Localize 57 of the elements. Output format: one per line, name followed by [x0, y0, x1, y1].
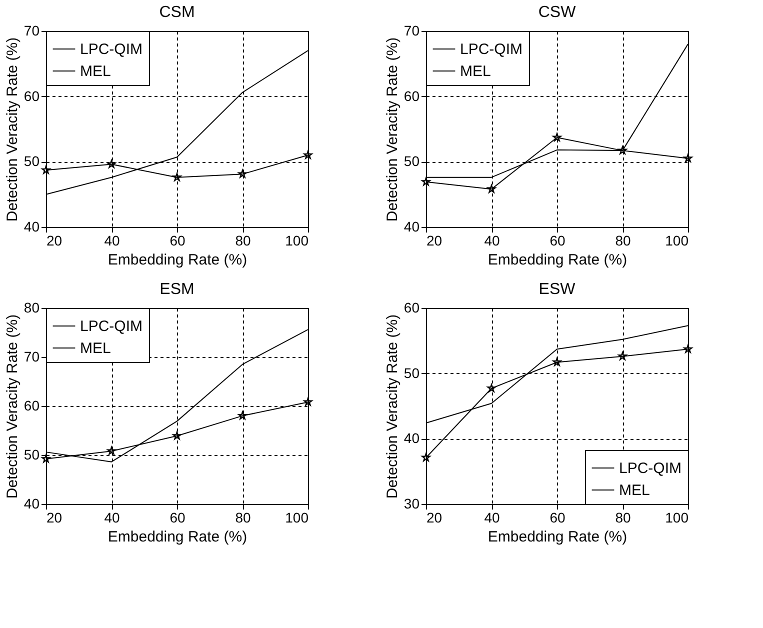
x-tick-label: 40 [104, 232, 120, 248]
y-axis-title: Detection Veracity Rate (%) [4, 37, 21, 222]
x-tick-label: 60 [170, 232, 186, 248]
x-tick-label: 20 [426, 510, 442, 526]
y-tick-label: 70 [404, 22, 420, 38]
y-tick-label: 50 [404, 153, 420, 170]
y-tick-label: 60 [24, 88, 40, 104]
legend-label: MEL [80, 63, 111, 80]
legend-label: LPC-QIM [619, 460, 682, 477]
legend-label: MEL [80, 340, 111, 357]
y-tick-label: 80 [24, 300, 40, 316]
y-axis-title: Detection Veracity Rate (%) [384, 314, 401, 499]
y-tick-label: 60 [24, 398, 40, 414]
y-tick-label: 70 [24, 348, 40, 364]
y-tick-label: 50 [404, 364, 420, 381]
x-axis-title: Embedding Rate (%) [488, 252, 628, 268]
x-tick-label: 100 [665, 510, 689, 526]
y-tick-label: 40 [404, 218, 420, 234]
x-tick-label: 40 [484, 232, 500, 248]
x-axis-title: Embedding Rate (%) [488, 528, 628, 546]
legend-label: LPC-QIM [460, 41, 523, 58]
x-tick-label: 100 [285, 232, 309, 248]
x-axis-title: Embedding Rate (%) [108, 528, 248, 546]
chart-title: ESM [160, 281, 194, 298]
x-tick-label: 80 [235, 510, 251, 526]
x-tick-label: 60 [170, 510, 186, 526]
chart-title: CSM [159, 4, 195, 21]
x-tick-label: 20 [46, 232, 62, 248]
x-tick-label: 40 [484, 510, 500, 526]
y-tick-label: 30 [404, 496, 420, 512]
legend-label: LPC-QIM [80, 41, 143, 58]
x-tick-label: 80 [615, 232, 631, 248]
y-tick-label: 60 [404, 300, 420, 316]
y-axis-title: Detection Veracity Rate (%) [384, 37, 401, 222]
x-tick-label: 100 [665, 232, 689, 248]
x-tick-label: 80 [235, 232, 251, 248]
chart-title: CSW [538, 4, 577, 21]
y-tick-label: 40 [24, 496, 40, 512]
x-tick-label: 20 [46, 510, 62, 526]
y-tick-label: 40 [404, 430, 420, 446]
x-tick-label: 60 [550, 510, 566, 526]
x-axis-title: Embedding Rate (%) [108, 252, 248, 268]
y-tick-label: 40 [24, 218, 40, 234]
x-tick-label: 100 [285, 510, 309, 526]
legend-label: LPC-QIM [80, 318, 143, 335]
legend-label: MEL [460, 63, 491, 80]
y-tick-label: 50 [24, 153, 40, 170]
x-tick-label: 40 [104, 510, 120, 526]
x-tick-label: 80 [615, 510, 631, 526]
x-tick-label: 20 [426, 232, 442, 248]
y-tick-label: 50 [24, 446, 40, 462]
x-tick-label: 60 [550, 232, 566, 248]
chart-title: ESW [538, 281, 576, 298]
y-axis-title: Detection Veracity Rate (%) [4, 314, 21, 499]
legend-label: MEL [619, 482, 650, 499]
y-tick-label: 70 [24, 22, 40, 38]
y-tick-label: 60 [404, 88, 420, 104]
